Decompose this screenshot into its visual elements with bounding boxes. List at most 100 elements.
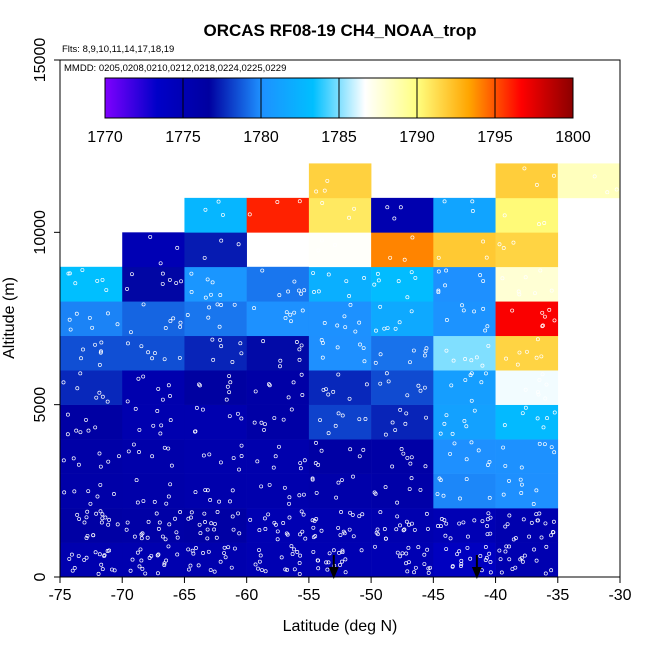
sample-point [503,549,508,554]
sample-point [139,536,144,541]
sample-point [163,537,168,542]
sample-point [321,387,326,392]
sample-point [485,532,490,537]
sample-point [93,550,98,555]
sample-point [136,376,141,381]
sample-point [361,447,366,452]
sample-point [238,341,243,346]
sample-point [522,553,527,558]
sample-point [164,501,169,506]
sample-point [488,570,493,575]
sample-point [544,382,549,387]
sample-point [533,291,537,296]
sample-point [511,240,516,245]
sample-point [154,511,159,516]
sample-point [126,449,131,454]
sample-point [231,527,236,532]
sample-point [236,511,240,516]
sample-point [404,519,409,524]
sample-point [235,411,240,416]
heatmap-cell [495,197,559,233]
sample-point [388,255,393,260]
heatmap-cell [308,370,372,405]
sample-point [97,390,102,395]
sample-point [259,484,264,489]
sample-point [478,553,483,558]
sample-point [151,423,156,428]
sample-point [131,442,136,447]
sample-point [340,413,345,418]
colorbar-tick-label: 1790 [399,129,435,146]
sample-point [516,289,521,294]
sample-point [125,286,129,291]
sample-point [230,360,235,364]
sample-point [283,567,288,572]
sample-point [160,281,165,286]
heatmap-cell [495,266,559,302]
sample-point [312,518,317,523]
sample-point [263,422,267,427]
sample-point [72,489,77,494]
heatmap-cells [60,163,621,578]
sample-point [469,440,474,445]
sample-point [292,310,297,315]
sample-point [412,527,417,532]
sample-point [376,278,381,283]
latitude-arrows [328,555,482,579]
sample-point [484,255,489,260]
sample-point [263,527,268,531]
sample-point [361,346,366,350]
sample-point [507,557,512,562]
sample-point [162,563,167,567]
sample-point [442,518,447,523]
sample-point [85,533,90,538]
sample-point [410,235,415,240]
heatmap-cell [122,301,185,337]
heatmap-cell [495,163,559,199]
sample-point [96,571,101,576]
sample-point [261,339,266,344]
x-tick-label: -65 [173,587,196,604]
sample-point [442,421,447,426]
sample-point [67,271,72,276]
sample-point [465,545,470,550]
sample-point [405,569,410,574]
sample-point [169,463,174,468]
sample-point [531,502,536,506]
sample-point [394,527,399,532]
heatmap-cell [371,508,434,543]
sample-point [191,551,196,556]
heatmap-cell [308,473,372,509]
sample-point [406,560,411,565]
sample-point [364,382,369,387]
colorbar-tick-label: 1785 [321,129,357,146]
sample-point [488,515,493,520]
sample-point [480,519,485,524]
sample-point [549,445,554,450]
heatmap-cell [371,542,434,578]
sample-point [441,493,446,498]
sample-point [132,534,137,539]
sample-point [552,318,557,323]
heatmap-cell [184,404,247,440]
sample-point [375,527,380,532]
sample-point [497,548,502,553]
sample-point [400,551,405,556]
sample-point [65,412,70,417]
sample-point [160,271,165,276]
sample-point [518,477,523,482]
sample-point [292,279,297,284]
sample-point [344,279,349,284]
sample-point [198,531,203,536]
heatmap-cell [122,370,185,405]
sample-point [146,350,151,355]
heatmap-cell [433,197,496,233]
sample-point [222,551,227,555]
heatmap-cell [433,232,496,268]
y-tick-label: 10000 [32,210,49,255]
sample-point [507,478,511,483]
sample-point [106,522,111,527]
sample-point [384,371,389,376]
dates-label: MMDD: 0205,0208,0210,0212,0218,0224,0225… [64,63,286,74]
sample-point [487,551,492,556]
